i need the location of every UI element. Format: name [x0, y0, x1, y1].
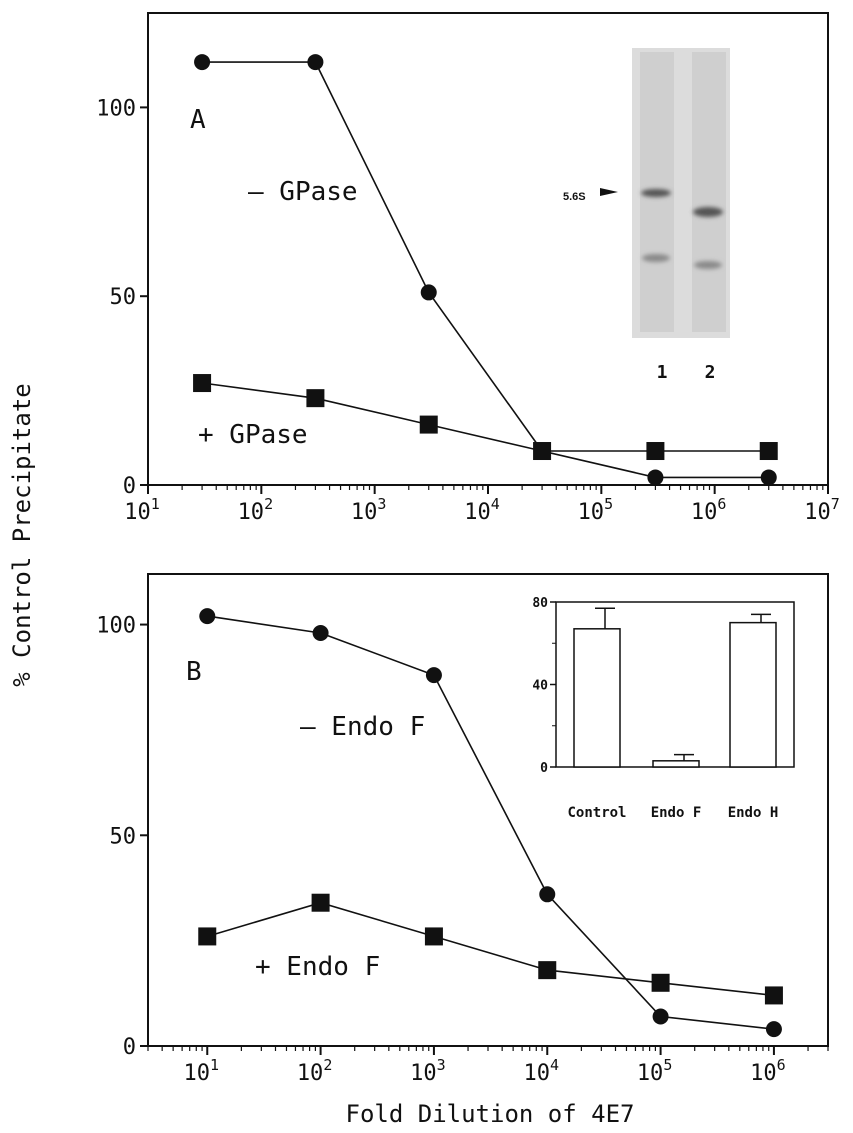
series-label-minus-gpase: – GPase: [248, 177, 358, 207]
data-point-b-circle-5: [765, 1021, 782, 1038]
inset-y-tick-label-40: 40: [532, 679, 548, 694]
bar-inset-ticks: 0 40 80: [532, 596, 556, 776]
x-tick-label-a-6: 106: [691, 495, 727, 525]
panel-b-series-lines: [207, 615, 774, 1030]
data-point-b-circle-1: [312, 625, 329, 641]
x-tick-label-a-1: 101: [124, 495, 160, 525]
data-point-a-square-1: [306, 389, 325, 408]
data-point-b-circle-3: [539, 886, 556, 903]
panel-b-letter: B: [186, 657, 202, 687]
data-point-a-circle-4: [647, 469, 664, 486]
series-line-a-circle: [202, 61, 769, 479]
panel-b: B 0 50 100 101 102 103 104 105 106 – Endo F + En…: [96, 573, 829, 1086]
series-line-b-circle: [207, 615, 774, 1030]
data-point-b-circle-4: [652, 1008, 669, 1025]
data-point-a-square-0: [193, 374, 212, 393]
inset-bar-endo-h: [729, 621, 777, 768]
y-tick-label-a-0: 0: [123, 474, 136, 499]
x-tick-label-a-2: 102: [238, 495, 274, 525]
panel-b-ticks: 0 50 100 101 102 103 104 105 106: [96, 614, 829, 1086]
data-point-b-square-2: [424, 927, 443, 946]
gel-band-lane-2-lower: [694, 261, 722, 269]
y-tick-label-b-0: 0: [123, 1035, 136, 1060]
gel-lane-2-smear: [692, 52, 726, 332]
panel-a-series-lines: [201, 61, 769, 479]
data-point-a-square-5: [759, 442, 778, 461]
y-tick-label-b-100: 100: [96, 614, 136, 639]
panel-b-markers: [198, 608, 783, 1038]
x-tick-label-a-5: 105: [578, 495, 614, 525]
x-tick-label-a-4: 104: [464, 495, 500, 525]
series-line-b-square: [207, 901, 774, 997]
panel-b-frame: [147, 573, 829, 1047]
inset-bar-control: [573, 628, 621, 768]
data-point-a-circle-0: [194, 54, 211, 71]
inset-category-label-endo-f: Endo F: [651, 805, 702, 821]
data-point-a-circle-2: [420, 284, 437, 301]
y-axis-title: % Control Precipitate: [8, 383, 36, 686]
data-point-b-square-5: [764, 986, 783, 1005]
gel-lane-label-2: 2: [705, 362, 716, 383]
data-point-a-circle-1: [307, 54, 324, 71]
x-tick-label-a-3: 103: [351, 495, 387, 525]
gel-band-lane-2: [693, 207, 723, 217]
y-tick-label-b-50: 50: [110, 824, 137, 849]
x-tick-label-b-2: 102: [297, 1056, 333, 1086]
inset-bar-endo-f: [652, 760, 700, 768]
gel-band-label: 5.6S: [563, 191, 586, 203]
x-axis-title: Fold Dilution of 4E7: [346, 1100, 635, 1128]
panel-a-letter: A: [190, 105, 206, 135]
data-point-b-square-1: [311, 893, 330, 912]
gel-band-lane-1-56s: [641, 189, 671, 197]
bar-inset: 0 40 80 Control Endo F Endo H: [532, 596, 795, 821]
series-label-minus-endo-f: – Endo F: [300, 712, 425, 742]
data-point-b-square-3: [538, 961, 557, 980]
data-point-b-square-0: [198, 927, 217, 946]
data-point-a-circle-5: [760, 469, 777, 486]
y-tick-label-a-100: 100: [96, 96, 136, 121]
x-tick-label-b-5: 105: [637, 1056, 673, 1086]
x-tick-label-b-3: 103: [410, 1056, 446, 1086]
data-point-b-square-4: [651, 973, 670, 992]
gel-lane-label-1: 1: [657, 362, 668, 383]
inset-y-tick-label-0: 0: [540, 761, 548, 776]
x-tick-label-b-4: 104: [523, 1056, 559, 1086]
x-tick-label-b-6: 106: [750, 1056, 786, 1086]
data-point-a-square-4: [646, 442, 665, 461]
inset-category-label-endo-h: Endo H: [728, 805, 779, 821]
y-tick-label-a-50: 50: [110, 285, 137, 310]
x-tick-label-b-1: 101: [183, 1056, 219, 1086]
panel-a-markers: [193, 54, 778, 486]
series-line-a-square: [201, 382, 769, 452]
panel-a-ticks: 0 50 100 101 102 103 104 105 106 107: [96, 96, 840, 525]
series-label-plus-gpase: + GPase: [198, 420, 308, 450]
panel-a: A 0 50 100 101 102 103 104 105 106 107 – GPase + …: [96, 12, 840, 525]
inset-y-tick-label-80: 80: [532, 596, 548, 611]
data-point-b-circle-2: [425, 667, 442, 684]
series-label-plus-endo-f: + Endo F: [255, 952, 380, 982]
gel-inset: 5.6S 1 2: [563, 48, 730, 383]
gel-band-arrow-icon: [600, 188, 618, 196]
bar-inset-bars: Control Endo F Endo H: [567, 607, 779, 821]
data-point-b-circle-0: [199, 608, 216, 625]
data-point-a-square-3: [533, 442, 552, 461]
gel-band-lane-1-lower: [642, 254, 670, 262]
data-point-a-square-2: [419, 415, 438, 434]
inset-category-label-control: Control: [567, 805, 626, 821]
x-tick-label-a-7: 107: [804, 495, 840, 525]
